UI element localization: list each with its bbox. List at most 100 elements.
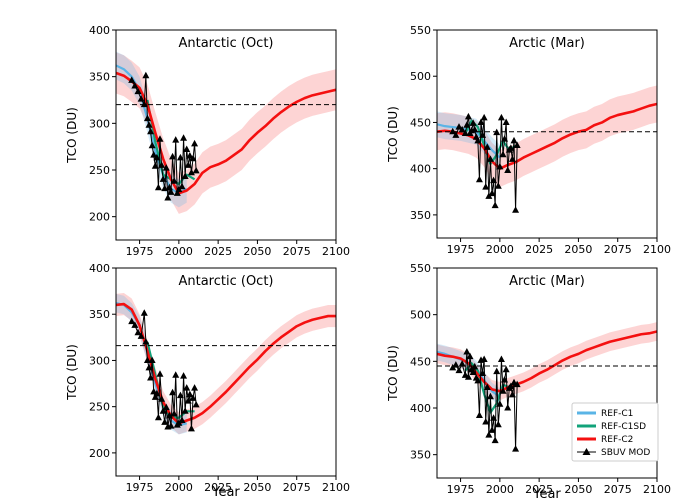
sbuv-point bbox=[507, 144, 515, 151]
sbuv-point bbox=[176, 391, 184, 399]
x-tick-label: 2025 bbox=[204, 245, 232, 258]
x-tick-label: 2000 bbox=[486, 483, 514, 496]
band-ref-c2 bbox=[437, 322, 657, 401]
sbuv-point bbox=[140, 100, 148, 108]
axis-ticks: 1975 2000 2025 2050 2075 2100 350 400 450 500 550 bbox=[410, 262, 671, 496]
sbuv-point bbox=[186, 390, 194, 398]
band-ref-c2 bbox=[116, 292, 336, 435]
y-tick-label: 300 bbox=[89, 117, 110, 130]
sbuv-point bbox=[483, 383, 491, 390]
legend-box bbox=[571, 402, 659, 462]
sbuv-point bbox=[131, 321, 139, 328]
sbuv-point bbox=[486, 155, 494, 162]
sbuv-point bbox=[510, 136, 518, 144]
series-line-ref-c1 bbox=[437, 123, 501, 159]
sbuv-point bbox=[143, 356, 151, 363]
y-tick-label: 550 bbox=[410, 262, 431, 275]
uncertainty-bands bbox=[116, 292, 336, 435]
sbuv-point bbox=[137, 332, 145, 339]
sbuv-point bbox=[158, 395, 166, 402]
sbuv-point bbox=[151, 162, 159, 169]
sbuv-point bbox=[164, 194, 172, 201]
sbuv-point bbox=[466, 352, 474, 360]
sbuv-point bbox=[496, 162, 504, 170]
x-tick-label: 2025 bbox=[525, 243, 553, 256]
sbuv-point bbox=[159, 175, 167, 182]
y-tick-label: 400 bbox=[89, 24, 110, 37]
sbuv-point bbox=[186, 152, 194, 159]
series-lines bbox=[116, 302, 336, 432]
sbuv-point bbox=[187, 424, 195, 432]
panel-title: Arctic (Mar) bbox=[509, 36, 585, 51]
sbuv-point bbox=[184, 397, 192, 404]
sbuv-point bbox=[170, 410, 178, 417]
sbuv-point bbox=[172, 136, 180, 143]
y-tick-label: 200 bbox=[89, 211, 110, 224]
panel-antarctic-top: 1975 2000 2025 2050 2075 2100200250300350400 … bbox=[65, 24, 350, 258]
legend-item-ref-c1: REF-C1 bbox=[577, 409, 633, 419]
sbuv-point bbox=[178, 416, 186, 424]
x-tick-label: 2075 bbox=[283, 481, 311, 494]
sbuv-point bbox=[170, 177, 178, 184]
x-tick-label: 2050 bbox=[243, 481, 271, 494]
sbuv-point bbox=[173, 189, 181, 196]
sbuv-point bbox=[483, 143, 491, 150]
sbuv-point bbox=[499, 387, 507, 394]
x-tick-label: 2075 bbox=[283, 245, 311, 258]
sbuv-point bbox=[491, 201, 499, 209]
series-lines bbox=[116, 64, 336, 201]
sbuv-point bbox=[494, 182, 502, 189]
sbuv-point bbox=[513, 380, 521, 388]
sbuv-point bbox=[191, 384, 199, 391]
x-tick-label: 2050 bbox=[243, 245, 271, 258]
sbuv-point bbox=[474, 376, 482, 384]
y-tick-label: 350 bbox=[89, 71, 110, 84]
sbuv-point bbox=[180, 134, 188, 141]
y-tick-label: 400 bbox=[410, 163, 431, 176]
sbuv-point bbox=[504, 404, 512, 411]
sbuv-point bbox=[477, 118, 485, 125]
sbuv-point bbox=[142, 71, 150, 79]
sbuv-point bbox=[148, 141, 156, 149]
axis-ticks: 1975 2000 2025 2050 2075 2100 200 250 300 350 400 bbox=[89, 262, 350, 494]
x-tick-label: 2075 bbox=[604, 483, 632, 496]
x-tick-label: 1975 bbox=[447, 483, 475, 496]
y-tick-label: 400 bbox=[89, 262, 110, 275]
x-tick-label: 1975 bbox=[126, 245, 154, 258]
sbuv-point bbox=[458, 360, 466, 367]
sbuv-point bbox=[147, 127, 155, 135]
sbuv-point bbox=[480, 113, 488, 121]
sbuv-point bbox=[507, 382, 515, 390]
sbuv-point bbox=[479, 369, 487, 376]
sbuv-point bbox=[150, 151, 158, 158]
series-line-ref-c2 bbox=[116, 71, 336, 195]
axis-ticks: 1975 2000 2025 2050 2075 2100 350 400 450 500 550 bbox=[410, 24, 671, 256]
sbuv-point bbox=[187, 168, 195, 176]
sbuv-point bbox=[128, 76, 136, 83]
sbuv-point bbox=[167, 188, 175, 195]
sbuv-point bbox=[458, 125, 466, 133]
x-axis-label: Year bbox=[211, 485, 240, 498]
x-tick-label: 2075 bbox=[604, 243, 632, 256]
sbuv-point bbox=[475, 411, 483, 418]
x-tick-label: 1975 bbox=[447, 243, 475, 256]
sbuv-point bbox=[461, 129, 469, 137]
sbuv-point bbox=[162, 164, 170, 171]
y-tick-label: 300 bbox=[89, 354, 110, 367]
y-tick-label: 350 bbox=[89, 308, 110, 321]
plot-frame bbox=[115, 29, 337, 241]
sbuv-point bbox=[471, 125, 479, 133]
sbuv-point bbox=[172, 371, 180, 378]
sbuv-point bbox=[134, 87, 142, 95]
sbuv-point bbox=[154, 183, 162, 191]
x-tick-label: 2100 bbox=[322, 481, 350, 494]
legend-item-sbuv-mod: SBUV MOD bbox=[577, 448, 650, 458]
legend-label: REF-C2 bbox=[601, 435, 633, 445]
y-tick-label: 500 bbox=[410, 70, 431, 83]
sbuv-point bbox=[512, 206, 520, 213]
sbuv-point bbox=[165, 183, 173, 191]
sbuv-point bbox=[159, 407, 167, 414]
panel-antarctic-bottom: 1975 2000 2025 2050 2075 2100200250300350400 … bbox=[65, 262, 350, 498]
sbuv-point bbox=[469, 368, 477, 376]
sbuv-point bbox=[497, 113, 505, 121]
